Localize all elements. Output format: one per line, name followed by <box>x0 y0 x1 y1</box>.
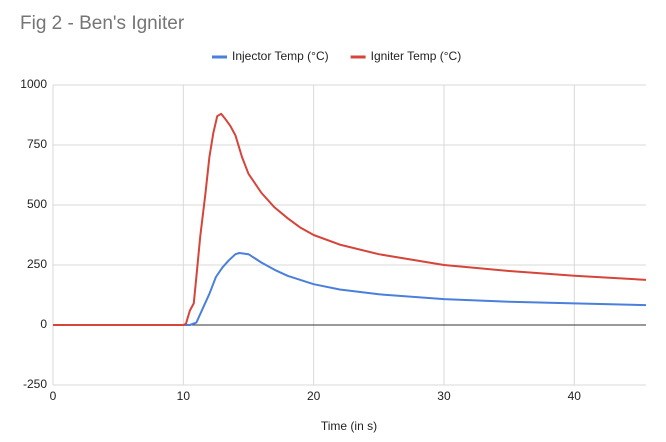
x-tick-label: 30 <box>437 389 451 403</box>
x-tick-label: 10 <box>177 389 191 403</box>
legend-label: Igniter Temp (°C) <box>371 49 462 63</box>
series-line <box>53 112 647 326</box>
y-tick-label: 0 <box>40 317 47 331</box>
x-tick-label: 20 <box>307 389 321 403</box>
y-tick-label: 250 <box>27 257 47 271</box>
x-axis-title: Time (in s) <box>321 419 377 433</box>
legend-label: Injector Temp (°C) <box>232 49 329 63</box>
y-tick-label: 1000 <box>20 77 47 91</box>
chart-title: Fig 2 - Ben's Igniter <box>20 13 185 34</box>
y-tick-label: -250 <box>23 377 47 391</box>
y-tick-label: 500 <box>27 197 47 211</box>
x-tick-label: 0 <box>50 389 57 403</box>
y-tick-label: 750 <box>27 137 47 151</box>
series-line <box>53 252 647 326</box>
x-tick-label: 40 <box>568 389 582 403</box>
